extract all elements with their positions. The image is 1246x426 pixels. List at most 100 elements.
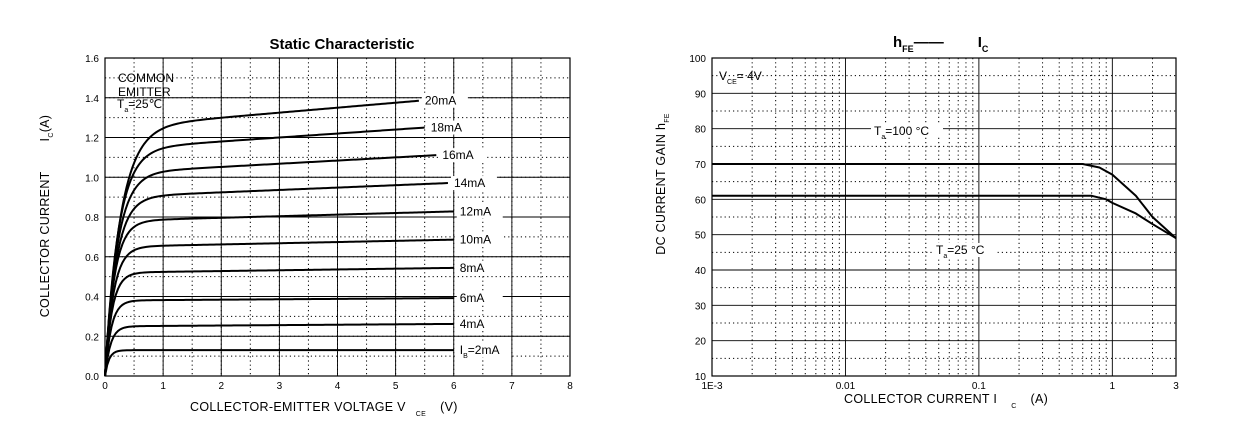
chart2-vce-sub: CE [727,79,737,86]
chart2-series-label-100: Ta=100 °C [874,124,929,141]
chart1-label-val: =2mA [468,343,500,357]
chart2-y-tick-label: 70 [695,160,707,171]
chart1-x-tick-label: 6 [451,381,457,392]
chart1-x-tick-label: 4 [335,381,341,392]
chart2-label-100-sub: a [881,134,885,141]
chart1-series-label-16mA: 16mA [442,148,473,162]
chart2-y-tick-label: 80 [695,125,707,136]
chart2-title: hFE—— IC [893,34,989,54]
chart1-x-tick-label: 8 [567,381,573,392]
chart1-ylabel-sub: C [48,132,55,137]
chart2-x-tick-label: 3 [1173,381,1179,392]
chart2-label-25-sub: a [943,253,947,260]
chart1-ylabel-text: COLLECTOR CURRENT [38,171,52,317]
chart1-series-label-8mA: 8mA [460,261,485,275]
chart1-curves [104,99,454,377]
chart1-series-label-12mA: 12mA [460,204,491,218]
chart2-label-bg-100 [871,123,943,137]
chart2-label-25-t: T [936,243,944,257]
chart1-label-prefix: I [460,343,463,357]
chart1-curve-20mA [104,99,419,377]
chart1-label-bg [450,176,497,191]
chart2-ylabel-text: DC CURRENT GAIN h [654,123,668,255]
chart2-title-dash: —— [914,34,944,51]
chart1-label-val: 16mA [442,148,473,162]
chart2-y-tick-label: 50 [695,231,707,242]
chart1-ylabel-unit: (A) [38,115,52,133]
chart1-y-tick-label: 1.6 [85,54,99,65]
chart2-y-tick-label: 90 [695,89,707,100]
chart2-x-tick-label: 1E-3 [701,381,723,392]
chart1-curve-16mA [104,154,437,377]
chart1-label-val: 8mA [460,261,485,275]
chart2-x-axis-label: COLLECTOR CURRENT I C (A) [844,392,1048,410]
chart1-annotation-t-sub: a [124,107,128,114]
chart1-label-bg [439,148,486,163]
chart1-label-val: 10mA [460,233,491,247]
chart1-y-tick-label: 1.0 [85,173,99,184]
chart1-label-val: 4mA [460,317,485,331]
chart2-xlabel-unit: (A) [1031,392,1049,406]
chart1-label-bg [456,291,503,306]
chart1-title: Static Characteristic [269,36,414,53]
chart2-label-100-val: =100 °C [885,124,929,138]
chart2-title-h: h [893,34,902,51]
chart1-curve-10mA [104,238,454,377]
chart1-label-val: 20mA [425,94,456,108]
chart1-curve-6mA [104,297,454,377]
chart1-x-tick-label: 0 [102,381,108,392]
chart1-y-tick-label: 1.4 [85,94,99,105]
chart1-label-bg [456,260,503,275]
chart1-ylabel-sym: I [38,138,52,142]
chart2-y-tick-label: 100 [689,54,706,65]
chart1-label-val: 18mA [431,121,462,135]
chart1-annotation-t-val: =25℃ [128,97,162,111]
chart1-y-tick-label: 0.0 [85,372,99,383]
chart1-series-label-10mA: 10mA [460,233,491,247]
hfe-ic-chart: hFE—— IC 1E-3 0.01 0.1 1 31020304050607080901… [654,34,1179,410]
chart2-xlabel-sub: C [1011,403,1016,410]
static-characteristic-chart: Static Characteristic 0 1 2 3 4 5 6 7 8 0.0 0.2 0.4… [38,36,573,418]
chart1-x-tick-label: 7 [509,381,515,392]
chart1-curve-18mA [104,126,425,377]
svg-text:COLLECTOR CURRENTIC(A): COLLECTOR CURRENT IC(A) [38,115,55,318]
chart1-tick-labels: 0 1 2 3 4 5 6 7 8 0.0 0.2 0.4 0.6 0.8 1.0 1.2 1.4 1.6 [85,54,573,392]
chart1-x-tick-label: 5 [393,381,399,392]
chart1-y-tick-label: 0.4 [85,293,99,304]
chart1-y-tick-label: 0.8 [85,213,99,224]
chart1-label-val: 14mA [454,176,485,190]
chart2-frame [711,57,1177,377]
chart1-annotation-emitter: EMITTER [118,85,171,99]
chart1-label-bg [421,93,468,108]
chart1-y-tick-label: 0.6 [85,253,99,264]
chart1-label-bg [456,232,503,247]
chart2-label-100-t: T [874,124,882,138]
chart1-curve-2mA [104,349,454,377]
chart1-x-tick-label: 3 [277,381,283,392]
chart1-x-tick-label: 1 [160,381,166,392]
chart1-series-label-6mA: 6mA [460,291,485,305]
chart2-xlabel-text: COLLECTOR CURRENT I [844,392,997,406]
chart2-y-tick-label: 60 [695,195,707,206]
chart2-tick-labels: 1E-3 0.01 0.1 1 3 10 20 30 40 50 60 70 80 90 100 [689,54,1179,392]
chart1-curve-4mA [104,322,454,377]
chart1-label-sub: B [463,353,468,360]
chart1-y-axis-label: COLLECTOR CURRENT IC(A) [38,115,55,318]
chart2-curve-1 [712,194,1177,240]
chart1-y-tick-label: 1.2 [85,134,99,145]
chart1-label-bg [456,316,503,331]
chart2-y-tick-label: 10 [695,372,707,383]
chart2-x-tick-label: 0.01 [836,381,856,392]
chart2-title-i: I [978,34,982,51]
chart1-frame [104,57,571,377]
chart1-xlabel-text: COLLECTOR-EMITTER VOLTAGE V [190,400,406,414]
chart1-annotation-t: T [117,97,125,111]
chart2-vce-v: V [719,69,727,83]
chart2-title-fe: FE [902,44,914,54]
chart2-annotation-vce: VCE= 4V [719,69,762,86]
chart1-series-label-14mA: 14mA [454,176,485,190]
chart1-xlabel-unit: (V) [440,400,458,414]
chart2-series-label-25: Ta=25 °C [936,243,985,260]
chart2-ylabel-sub: FE [664,113,671,123]
